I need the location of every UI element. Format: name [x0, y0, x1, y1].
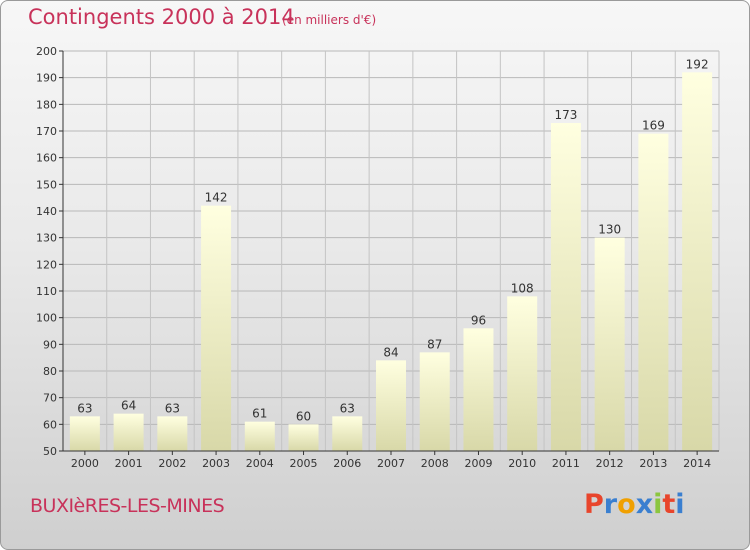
x-tick-label: 2004 [246, 457, 274, 470]
y-tick-label: 110 [36, 285, 57, 298]
x-tick-label: 2003 [202, 457, 230, 470]
y-tick-label: 80 [43, 365, 57, 378]
chart-title: Contingents 2000 à 2014 [28, 5, 295, 29]
y-tick-label: 160 [36, 152, 57, 165]
bar-2004 [244, 421, 275, 451]
bar-2008 [419, 352, 450, 451]
x-tick-label: 2013 [639, 457, 667, 470]
y-tick-label: 130 [36, 232, 57, 245]
data-label: 63 [340, 401, 355, 415]
y-tick-label: 100 [36, 312, 57, 325]
y-tick-label: 60 [43, 418, 57, 431]
data-label: 173 [554, 108, 577, 122]
bar-2006 [332, 416, 363, 451]
bar-2010 [507, 296, 538, 451]
bar-2014 [682, 72, 713, 451]
data-label: 63 [77, 401, 92, 415]
x-tick-label: 2005 [290, 457, 318, 470]
y-tick-label: 90 [43, 338, 57, 351]
x-tick-label: 2001 [115, 457, 143, 470]
data-label: 60 [296, 409, 311, 423]
y-tick-label: 200 [36, 45, 57, 58]
x-tick-label: 2006 [333, 457, 361, 470]
data-label: 63 [165, 401, 180, 415]
bar-2002 [157, 416, 188, 451]
x-tick-label: 2007 [377, 457, 405, 470]
y-tick-label: 180 [36, 98, 57, 111]
data-label: 87 [427, 337, 442, 351]
data-label: 64 [121, 399, 136, 413]
x-tick-label: 2002 [158, 457, 186, 470]
x-tick-label: 2010 [508, 457, 536, 470]
y-tick-label: 70 [43, 392, 57, 405]
data-label: 192 [686, 57, 709, 71]
data-label: 130 [598, 223, 621, 237]
bar-2012 [594, 237, 625, 451]
bar-2003 [201, 205, 232, 451]
y-tick-label: 170 [36, 125, 57, 138]
x-tick-label: 2009 [464, 457, 492, 470]
bar-2013 [638, 133, 669, 451]
y-tick-label: 50 [43, 445, 57, 458]
commune-name: BUXIèRES-LES-MINES [30, 495, 225, 517]
y-tick-label: 140 [36, 205, 57, 218]
bar-2011 [550, 123, 581, 451]
bar-2009 [463, 328, 494, 451]
data-label: 169 [642, 119, 665, 133]
y-tick-label: 190 [36, 72, 57, 85]
bar-2000 [69, 416, 100, 451]
data-label: 96 [471, 313, 486, 327]
proxiti-logo: Proxiti [584, 489, 685, 520]
data-label: 108 [511, 281, 534, 295]
y-tick-label: 150 [36, 178, 57, 191]
x-tick-label: 2000 [71, 457, 99, 470]
data-label: 84 [383, 345, 398, 359]
data-label: 142 [205, 191, 228, 205]
bar-2007 [376, 360, 406, 451]
x-tick-label: 2012 [596, 457, 624, 470]
x-tick-label: 2014 [683, 457, 711, 470]
y-tick-label: 120 [36, 258, 57, 271]
x-tick-label: 2008 [421, 457, 449, 470]
data-label: 61 [252, 407, 267, 421]
x-tick-label: 2011 [552, 457, 580, 470]
bar-2001 [113, 413, 144, 451]
bar-2005 [288, 424, 319, 451]
chart-subtitle: (en milliers d'€) [282, 13, 377, 27]
